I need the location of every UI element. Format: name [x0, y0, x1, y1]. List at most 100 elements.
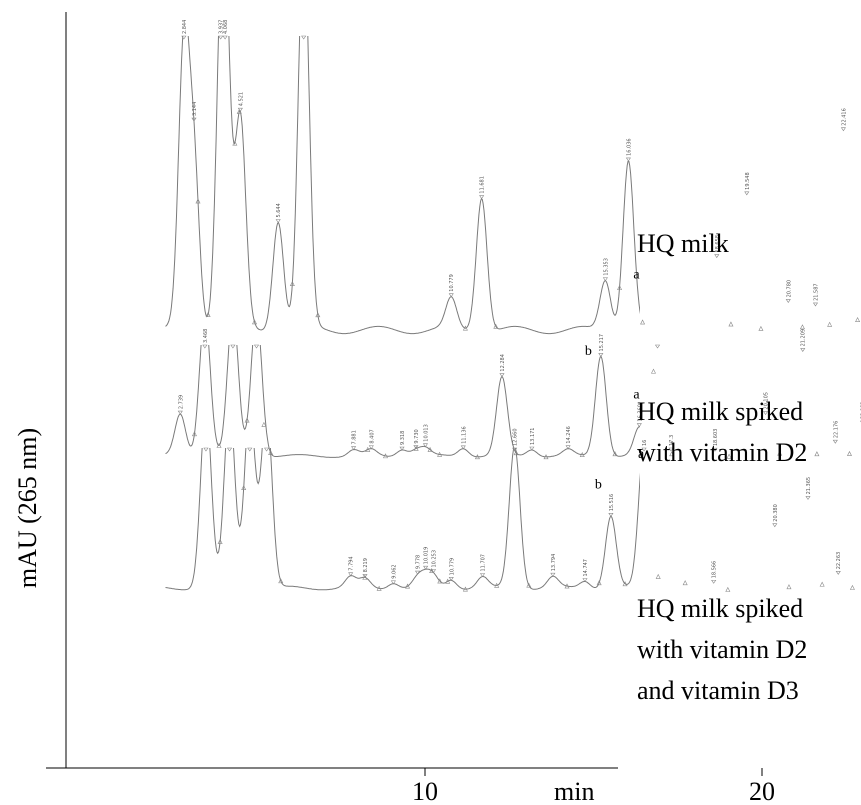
- peak-label: 17.3: [669, 435, 675, 446]
- baseline-marker: [365, 446, 371, 452]
- peak-marker: [430, 569, 437, 574]
- peak-annotation-a: a: [633, 267, 640, 282]
- trace-label: HQ milk spiked: [637, 594, 803, 623]
- peak-marker: [247, 447, 253, 452]
- peak-marker: [744, 191, 750, 196]
- peak-label: 8.219: [363, 558, 369, 572]
- peak-label: 15.353: [603, 258, 609, 276]
- peak-label: 2.739: [178, 395, 184, 409]
- baseline-marker: [236, 108, 242, 114]
- peak-label: 7.881: [352, 430, 358, 444]
- baseline-marker: [462, 325, 468, 331]
- peak-marker: [203, 447, 209, 452]
- baseline-marker: [413, 445, 419, 451]
- peak-marker: [191, 117, 197, 122]
- peak-marker: [608, 512, 614, 517]
- baseline-marker: [261, 421, 267, 427]
- trace-line-1: [165, 36, 640, 335]
- peak-marker: [275, 219, 281, 224]
- trace-label: HQ milk spiked: [637, 397, 803, 426]
- peak-label: 16.036: [626, 138, 632, 156]
- baseline-marker: [655, 573, 661, 579]
- baseline-marker: [437, 451, 443, 457]
- baseline-marker: [651, 368, 656, 374]
- peak-marker: [582, 578, 588, 583]
- axes-layer: [46, 12, 618, 769]
- baseline-marker: [786, 584, 792, 590]
- peak-marker: [460, 445, 466, 450]
- baseline-marker: [289, 280, 295, 286]
- peak-label: 3.937: [219, 20, 225, 34]
- peak-marker: [499, 373, 505, 378]
- peak-label: 10.013: [423, 424, 429, 442]
- peak-label: 12.284: [500, 354, 506, 372]
- peak-label: 9.778: [416, 555, 422, 569]
- trace-line-3: [165, 448, 640, 591]
- peak-marker: [448, 577, 454, 581]
- peak-marker: [636, 423, 642, 428]
- peak-marker: [399, 446, 405, 451]
- peak-marker: [413, 445, 419, 450]
- peak-label: 3.468: [203, 329, 209, 343]
- baseline-marker: [382, 453, 388, 459]
- peak-label: 10.253: [432, 550, 438, 568]
- baseline-marker: [819, 581, 825, 587]
- peak-marker: [772, 523, 778, 528]
- peak-label: 12.660: [513, 429, 519, 447]
- peak-label: 18.566: [712, 561, 718, 579]
- baseline-marker: [217, 538, 223, 544]
- x-tick-label: 20: [749, 777, 775, 805]
- peak-label: 21.209: [801, 329, 807, 347]
- baseline-marker: [640, 319, 646, 325]
- peak-marker: [512, 447, 518, 452]
- peak-marker: [835, 570, 841, 575]
- peak-marker: [668, 447, 674, 452]
- baseline-marker: [682, 580, 688, 586]
- peak-label: 13.794: [551, 554, 557, 572]
- peak-marker: [423, 565, 429, 570]
- peak-marker: [422, 443, 428, 448]
- baseline-marker: [474, 454, 480, 460]
- baseline-marker: [205, 311, 211, 317]
- peak-label: 18.658: [715, 235, 721, 253]
- peak-annotation-b: b: [595, 477, 602, 492]
- peak-marker: [264, 447, 270, 452]
- baseline-marker: [669, 451, 675, 457]
- peak-marker: [351, 446, 357, 451]
- peak-marker: [181, 35, 187, 40]
- peak-marker: [602, 277, 608, 282]
- peak-marker: [840, 127, 846, 132]
- baseline-marker: [462, 586, 468, 592]
- baseline-marker: [437, 578, 443, 584]
- baseline-marker: [777, 450, 783, 456]
- peak-marker: [711, 579, 717, 584]
- baseline-marker: [376, 585, 382, 591]
- peak-marker: [565, 445, 571, 450]
- peak-label: 10.779: [449, 274, 455, 292]
- peak-label: 18.603: [713, 429, 719, 447]
- baseline-marker: [445, 578, 451, 584]
- baseline-marker: [849, 584, 855, 590]
- baseline-marker: [612, 451, 618, 457]
- peak-marker: [226, 447, 233, 452]
- peak-marker: [832, 439, 838, 444]
- trace-label: with vitamin D2: [637, 438, 807, 467]
- peak-marker: [805, 496, 811, 500]
- trace-2: 2.739 3.468 7.881 8.407 9.318 9.730 10.013 11.1…: [165, 329, 861, 460]
- baseline-marker: [596, 580, 602, 586]
- baseline-marker: [617, 284, 623, 290]
- x-tick-layer: 10 20: [412, 768, 775, 805]
- peak-marker: [230, 344, 236, 349]
- baseline-marker: [195, 198, 201, 204]
- peak-label: 21.365: [806, 477, 812, 495]
- trace-line-2: [165, 345, 640, 458]
- baseline-marker: [493, 323, 499, 329]
- peak-marker: [177, 410, 183, 415]
- peak-marker: [362, 574, 368, 578]
- x-tick-label: 10: [412, 777, 438, 805]
- peak-label: 16.360: [637, 404, 643, 422]
- peak-label: 7.794: [349, 556, 355, 570]
- peak-marker: [529, 446, 535, 451]
- peak-label: 22.416: [841, 108, 847, 126]
